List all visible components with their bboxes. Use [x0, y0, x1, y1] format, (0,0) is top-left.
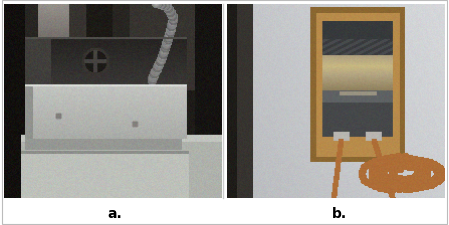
Text: a.: a.	[107, 206, 122, 220]
Text: b.: b.	[331, 206, 347, 220]
